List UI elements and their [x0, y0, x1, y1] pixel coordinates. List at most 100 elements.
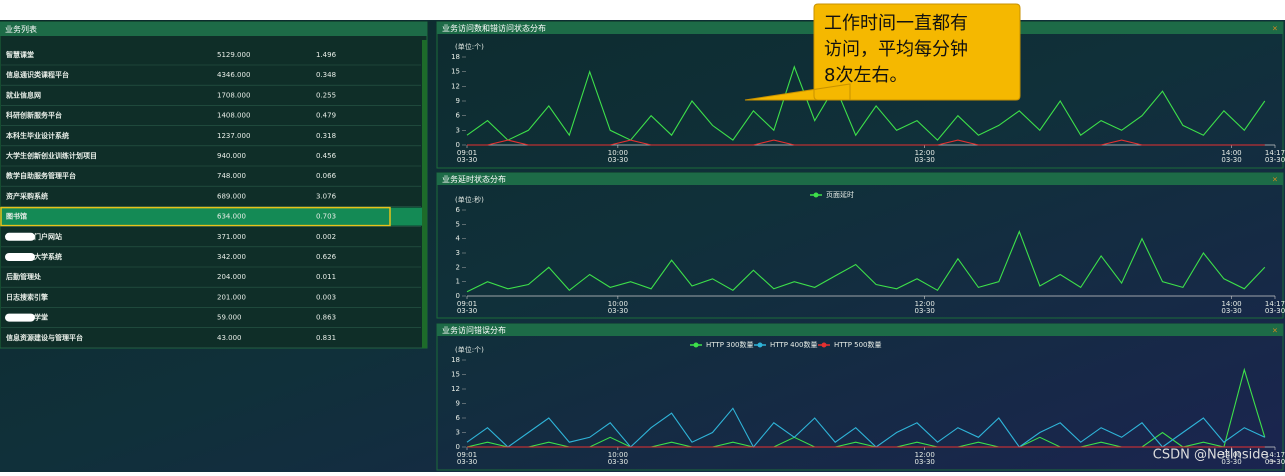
cell: 0.831	[316, 334, 336, 342]
x-tick-date: 03-30	[1265, 458, 1285, 466]
x-tick-label: 09:01	[457, 451, 477, 459]
y-tick-label: 2	[456, 263, 460, 271]
legend-label: HTTP 400数量	[770, 340, 818, 349]
x-tick-date: 03-30	[608, 458, 628, 466]
cell: 图书馆	[6, 212, 27, 221]
y-axis-unit: (单位:个)	[455, 42, 484, 51]
cell: 后勤管理处	[6, 272, 42, 281]
cell: 资产采购系统	[6, 191, 48, 200]
x-tick-label: 14:00	[1221, 451, 1241, 459]
y-tick-label: 12	[451, 385, 460, 393]
cell: 634.000	[217, 213, 246, 221]
y-tick-label: 1	[456, 278, 460, 286]
cell: 0.002	[316, 233, 336, 241]
cell: 0.626	[316, 253, 337, 261]
cell: 0.255	[316, 91, 336, 99]
chart-title: 业务访问数和错访问状态分布	[442, 23, 546, 33]
y-tick-label: 0	[456, 292, 460, 300]
x-tick-label: 14:17	[1265, 451, 1285, 459]
redaction	[5, 313, 35, 322]
y-tick-label: 3	[456, 429, 460, 437]
row-highlight	[1, 207, 422, 226]
x-tick-date: 03-30	[457, 156, 477, 164]
legend-label: HTTP 500数量	[834, 340, 882, 349]
cell: 0.011	[316, 273, 336, 281]
y-tick-label: 12	[451, 82, 460, 90]
series-line	[466, 407, 1266, 448]
x-tick-date: 03-30	[1265, 156, 1285, 164]
chart-header	[437, 324, 1283, 336]
x-tick-label: 12:00	[915, 300, 935, 308]
legend-label: HTTP 300数量	[706, 340, 754, 349]
orange-close: ×	[1272, 327, 1278, 335]
x-tick-date: 03-30	[608, 156, 628, 164]
y-tick-label: 6	[456, 414, 461, 422]
row-select	[0, 206, 391, 227]
x-tick-label: 10:00	[608, 451, 628, 459]
y-tick-label: 6	[456, 206, 461, 214]
orange-close: ×	[1272, 176, 1278, 184]
cell: 748.000	[217, 172, 246, 180]
x-tick-date: 03-30	[1221, 156, 1241, 164]
cell: 201.000	[217, 293, 246, 301]
cell: 学堂	[34, 313, 48, 322]
x-tick-label: 14:17	[1265, 149, 1285, 157]
cell: 信息资源建设与管理平台	[6, 333, 83, 342]
cell: 大学系统	[34, 252, 62, 261]
cell: 4346.000	[217, 71, 250, 79]
x-tick-label: 09:01	[457, 300, 477, 308]
legend-dot	[757, 342, 763, 348]
list-panel	[0, 21, 428, 349]
x-tick-date: 03-30	[1221, 458, 1241, 466]
cell: 大学生创新创业训练计划项目	[6, 151, 97, 160]
cell: 日志搜索引擎	[6, 292, 49, 301]
legend-dot	[813, 192, 819, 198]
legend-dot	[821, 342, 827, 348]
y-tick-label: 18	[451, 53, 460, 61]
cell: 1237.000	[217, 132, 250, 140]
cell: 科研创新服务平台	[6, 111, 62, 120]
cell: 0.318	[316, 132, 336, 140]
legend-dot	[693, 342, 699, 348]
cell: 门户网站	[34, 232, 62, 241]
cell: 就业信息网	[6, 90, 41, 99]
y-tick-label: 3	[456, 126, 460, 134]
cell: 59.000	[217, 314, 242, 322]
y-tick-label: 9	[456, 97, 460, 105]
chart-header	[437, 173, 1283, 185]
cell: 689.000	[217, 192, 246, 200]
y-axis-unit: (单位:秒)	[455, 195, 484, 204]
cell: 0.479	[316, 112, 336, 120]
cell: 1.496	[316, 51, 337, 59]
series-line	[466, 65, 1266, 141]
redaction	[5, 232, 35, 241]
cell: 940.000	[217, 152, 246, 160]
x-tick-date: 03-30	[915, 458, 935, 466]
cell: 0.863	[316, 314, 336, 322]
x-tick-date: 03-30	[457, 458, 477, 466]
x-tick-date: 03-30	[915, 307, 935, 315]
watermark: CSDN @NetInside_	[1153, 448, 1276, 463]
chart-title: 业务延时状态分布	[442, 174, 506, 184]
x-tick-label: 09:01	[457, 149, 477, 157]
x-tick-date: 03-30	[608, 307, 628, 315]
callout-text: 访问，平均每分钟	[824, 39, 968, 60]
cell: 342.000	[217, 253, 246, 261]
x-tick-label: 12:00	[915, 149, 935, 157]
y-tick-label: 0	[456, 443, 460, 451]
x-tick-label: 14:00	[1221, 300, 1241, 308]
cell: 0.703	[316, 213, 336, 221]
cell: 1708.000	[217, 91, 250, 99]
orange-close: ×	[1272, 25, 1278, 33]
y-tick-label: 0	[456, 141, 460, 149]
legend-label: 页面延时	[826, 190, 854, 199]
x-tick-label: 14:00	[1221, 149, 1241, 157]
x-tick-label: 10:00	[608, 300, 628, 308]
cell: 1408.000	[217, 112, 250, 120]
callout-text: 工作时间一直都有	[824, 13, 968, 34]
x-tick-label: 12:00	[915, 451, 935, 459]
cell: 43.000	[217, 334, 242, 342]
cell: 5129.000	[217, 51, 250, 59]
